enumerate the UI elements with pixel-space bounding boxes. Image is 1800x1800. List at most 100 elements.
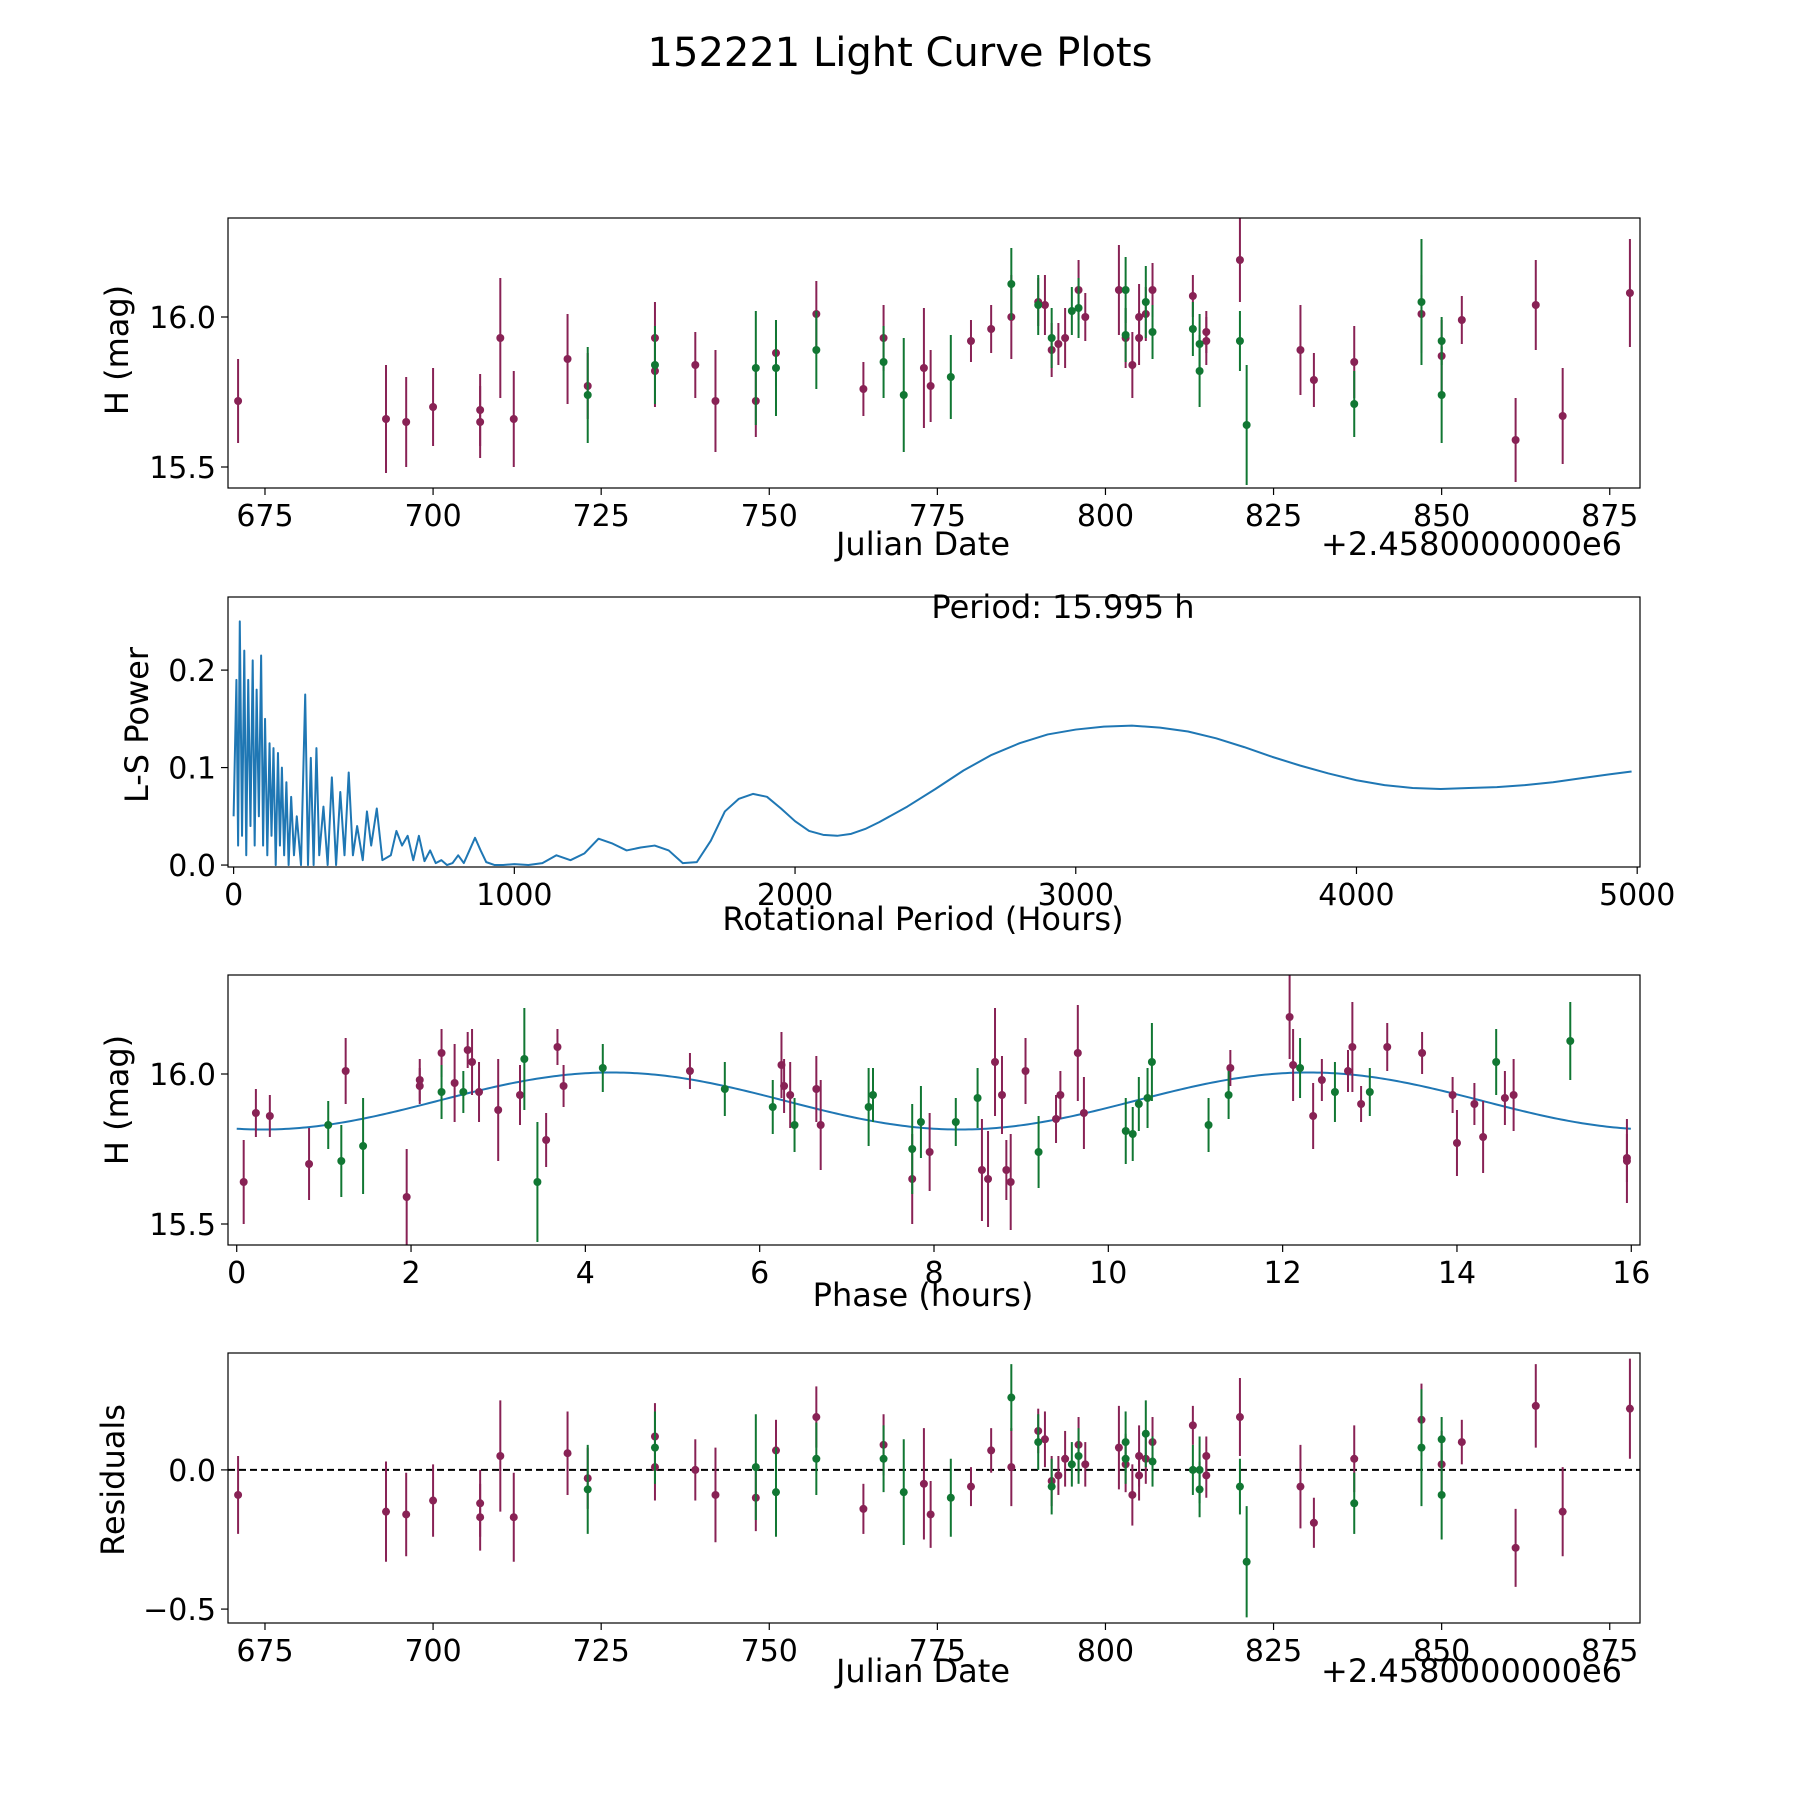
ztf_r-point <box>429 403 438 411</box>
ztf_r-point <box>402 1510 411 1519</box>
ztf_r-point <box>415 1082 424 1090</box>
ztf_g-point <box>1141 298 1150 306</box>
ztf_g-point <box>790 1121 799 1129</box>
ztf_r-point <box>1235 1413 1244 1422</box>
ztf_r-point <box>1531 301 1540 309</box>
periodogram-frame <box>227 596 1641 868</box>
ztf_r-point <box>987 1446 996 1455</box>
ztf_g-point <box>1074 1451 1083 1460</box>
ztf_g-point <box>771 364 780 372</box>
ztf_g-point <box>946 373 955 381</box>
ztf_r-point <box>1457 316 1466 324</box>
ztf_r-point <box>1002 1166 1011 1174</box>
ztf_r-point <box>926 382 935 390</box>
ztf_r-point <box>463 1046 472 1054</box>
ztf_r-point <box>711 1490 720 1499</box>
periodogram-ylabel: L-S Power <box>118 646 156 803</box>
ztf_r-point <box>1235 256 1244 264</box>
periodogram-x-tick-label: 5000 <box>1599 878 1675 913</box>
lightcurve-ylabel: H (mag) <box>98 285 136 415</box>
ztf_r-point <box>919 1479 928 1488</box>
ztf_r-point <box>1054 340 1063 348</box>
ztf_g-point <box>1121 286 1130 294</box>
ztf_r-point <box>382 1507 391 1516</box>
ztf_r-point <box>563 1449 572 1458</box>
ztf_r-point <box>542 1136 551 1144</box>
ztf_r-point <box>1021 1067 1030 1075</box>
ztf_g-point <box>973 1094 982 1102</box>
ztf_r-point <box>234 397 243 405</box>
ztf_r-point <box>559 1082 568 1090</box>
residuals-x-tick-label: 850 <box>1413 1634 1470 1669</box>
ztf_g-point <box>650 1443 659 1452</box>
ztf_g-point <box>946 1493 955 1502</box>
residuals-x-tick-label: 750 <box>741 1634 798 1669</box>
ztf_r-point <box>1054 1471 1063 1480</box>
ztf_r-point <box>780 1082 789 1090</box>
residuals-plot-area <box>228 1358 1640 1618</box>
ztf_g-point <box>720 1085 729 1093</box>
ztf_r-point <box>402 418 411 426</box>
ztf_r-point <box>305 1160 314 1168</box>
phased-xlabel: Phase (hours) <box>813 1276 1034 1314</box>
ztf_r-point <box>1625 1404 1634 1413</box>
ztf_g-point <box>1074 304 1083 312</box>
ztf_r-point <box>1052 1115 1061 1123</box>
ztf_g-point <box>437 1088 446 1096</box>
lightcurve-x-tick-label: 850 <box>1413 499 1470 534</box>
ztf_r-point <box>1558 412 1567 420</box>
ztf_g-point <box>1047 334 1056 342</box>
ztf_g-point <box>1296 1064 1305 1072</box>
ztf_r-point <box>786 1091 795 1099</box>
ztf_r-point <box>496 1451 505 1460</box>
ztf_g-point <box>879 1454 888 1463</box>
phased-y-tick-label: 15.5 <box>149 1208 216 1243</box>
residuals-x-tick-label: 775 <box>909 1634 966 1669</box>
ztf_r-point <box>977 1166 986 1174</box>
phased-x-tick-label: 10 <box>1089 1256 1127 1291</box>
ztf_r-point <box>1558 1507 1567 1516</box>
phased-x-tick-label: 8 <box>924 1256 943 1291</box>
residuals-y-tick-label: −0.5 <box>143 1593 216 1628</box>
ztf_r-point <box>1348 1043 1357 1051</box>
phased-x-tick-label: 0 <box>227 1256 246 1291</box>
ztf_r-point <box>1081 313 1090 321</box>
ztf_r-point <box>691 361 700 369</box>
ztf_r-point <box>496 334 505 342</box>
ztf_r-point <box>437 1049 446 1057</box>
ztf_g-point <box>1047 1482 1056 1491</box>
phased-plot-area <box>236 975 1631 1245</box>
ztf_r-point <box>1079 1109 1088 1117</box>
ztf_r-point <box>509 415 518 423</box>
periodogram-y-tick-label: 0.0 <box>168 849 216 884</box>
residuals-y-tick-label: 0.0 <box>168 1454 216 1489</box>
ztf_r-point <box>1081 1460 1090 1469</box>
ztf_g-point <box>1242 421 1251 429</box>
residuals-ylabel: Residuals <box>94 1404 132 1556</box>
ztf_r-point <box>1061 1454 1070 1463</box>
ztf_g-point <box>520 1055 529 1063</box>
ztf_r-point <box>812 1413 821 1422</box>
ztf_r-point <box>691 1465 700 1474</box>
lightcurve-x-tick-label: 800 <box>1077 499 1134 534</box>
periodogram-x-tick-label: 2000 <box>757 878 833 913</box>
figure-title: 152221 Light Curve Plots <box>648 30 1153 76</box>
ztf_g-point <box>1034 1148 1043 1156</box>
ztf_r-point <box>1531 1401 1540 1410</box>
ztf_g-point <box>1437 1435 1446 1444</box>
ztf_r-point <box>991 1058 1000 1066</box>
ztf_r-point <box>1470 1100 1479 1108</box>
lightcurve-x-tick-label: 700 <box>404 499 461 534</box>
ztf_r-point <box>265 1112 274 1120</box>
ztf_r-point <box>966 337 975 345</box>
ztf_r-point <box>685 1067 694 1075</box>
ztf_g-point <box>1121 1438 1130 1447</box>
periodogram-x-tick-label: 0 <box>224 878 243 913</box>
ztf_g-point <box>1143 1094 1152 1102</box>
residuals-xlabel: Julian Date <box>834 1652 1010 1690</box>
ztf_g-point <box>1148 1457 1157 1466</box>
ztf_g-point <box>771 1488 780 1497</box>
ztf_r-point <box>1622 1157 1631 1165</box>
ztf_g-point <box>868 1091 877 1099</box>
phased-y-tick-label: 16.0 <box>149 1058 216 1093</box>
